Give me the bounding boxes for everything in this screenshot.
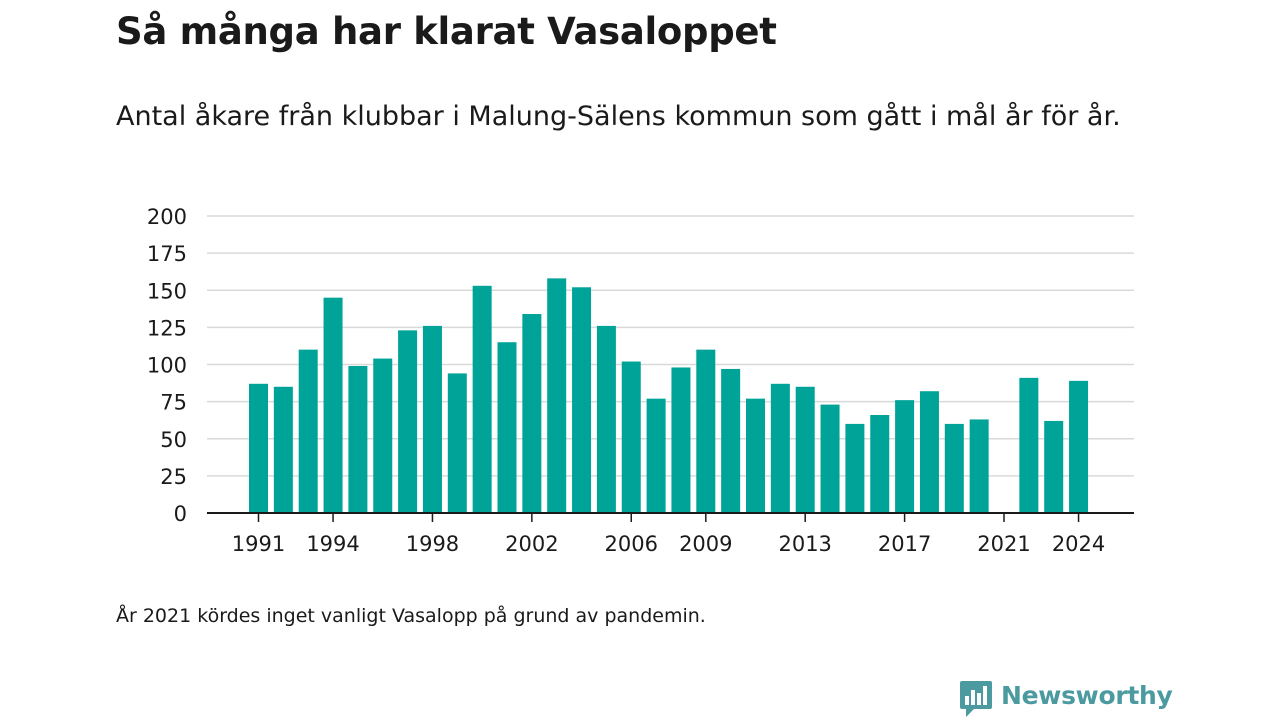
y-tick-label: 175 [147,242,187,266]
bar [1019,377,1039,513]
chart-title: Så många har klarat Vasaloppet [116,10,777,53]
bar [547,278,567,513]
bar [298,349,318,513]
bar [497,342,517,513]
y-tick-label: 75 [160,391,187,415]
bar [770,383,790,513]
x-tick-label: 2006 [605,532,658,556]
bar [671,367,691,513]
bar [249,383,268,513]
bar [1069,380,1089,513]
bar [895,400,915,513]
y-tick-label: 25 [160,465,187,489]
newsworthy-logo-icon [960,681,992,717]
footnote: År 2021 kördes inget vanligt Vasalopp på… [116,605,706,627]
y-tick-label: 50 [160,428,187,452]
bar [447,373,467,513]
brand-logo: Newsworthy [959,679,1173,719]
x-tick-label: 2017 [878,532,931,556]
bar [373,358,393,513]
grid-lines [207,215,1134,477]
x-tick-label: 2002 [505,532,558,556]
bar [820,404,840,513]
y-axis-tick-labels: 0 25 50 75 100 125 150 175 200 [147,205,187,526]
bar [348,365,368,513]
bars [249,278,1089,513]
bar [795,386,815,513]
x-tick-label: 2021 [977,532,1030,556]
bar [596,325,616,513]
chart-subtitle: Antal åkare från klubbar i Malung-Sälens… [116,101,1121,132]
bar [746,398,765,513]
bar [323,297,343,513]
bar [621,361,641,513]
x-tick-label: 2013 [778,532,831,556]
bar [969,419,989,513]
y-tick-label: 150 [147,279,187,303]
bar [721,368,741,513]
x-tick-label: 1991 [232,532,285,556]
bar [944,423,964,513]
bar [522,314,542,513]
bar [273,386,293,513]
x-axis-tick-labels: 1991 1994 1998 2002 2006 2009 2013 2017 2021 2024 [232,513,1105,556]
x-tick-label: 2024 [1052,532,1105,556]
bar-chart: 0 25 50 75 100 125 150 175 200 1991 1994 1998 2002 2… [147,205,1134,556]
bar [646,398,666,513]
bar [919,391,939,513]
x-tick-label: 2009 [679,532,732,556]
brand-name: Newsworthy [1001,681,1173,710]
y-tick-label: 200 [147,205,187,229]
x-tick-label: 1994 [306,532,359,556]
x-tick-label: 1998 [406,532,459,556]
bar [422,325,442,513]
bar [472,285,492,513]
bar [1044,420,1064,513]
y-tick-label: 0 [174,502,187,526]
bar [398,330,418,513]
bar [845,423,865,513]
y-tick-label: 125 [147,316,187,340]
bar [870,414,890,513]
bar [696,349,716,513]
y-tick-label: 100 [147,354,187,378]
bar [572,287,592,513]
